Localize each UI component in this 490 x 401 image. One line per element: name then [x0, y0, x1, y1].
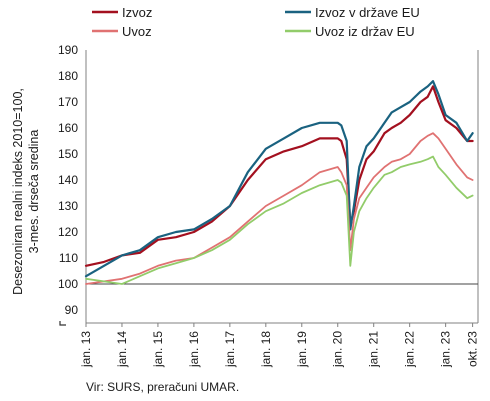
y-tick-label: 140 [58, 173, 78, 187]
axis-break-symbol [59, 321, 66, 326]
source-note: Vir: SURS, preračuni UMAR. [86, 380, 240, 394]
series-line [84, 85, 474, 267]
legend-label: Izvoz v države EU [315, 5, 420, 20]
x-tick-label: jan. 19 [295, 331, 309, 368]
y-tick-label: 150 [58, 147, 78, 161]
x-tick-label: jan. 21 [367, 331, 381, 368]
x-tick-label: jan. 22 [403, 331, 417, 368]
chart-grid [85, 50, 479, 324]
axis-break-mark [59, 321, 66, 326]
series-line [85, 132, 474, 285]
y-tick-label: 190 [58, 43, 78, 57]
y-tick-labels: 90 100 110 120 130 140 150 160 170 180 190 [58, 43, 78, 317]
x-tick-label: jan. 15 [151, 331, 165, 368]
y-tick-label: 130 [58, 199, 78, 213]
chart: Izvoz Izvoz v države EU Uvoz Uvoz iz držav … [11, 5, 480, 368]
x-tick-label: jan. 14 [115, 331, 129, 368]
x-tick-label: jan. 18 [259, 331, 273, 368]
x-tick-labels: jan. 13 jan. 14 jan. 15 jan. 16 jan. 17 jan. … [79, 323, 480, 368]
y-axis-title: Desezoniran realni indeks 2010=100, 3-mes… [11, 88, 41, 295]
y-tick-label: 110 [59, 251, 78, 265]
x-tick-label: jan. 13 [79, 331, 93, 368]
legend: Izvoz Izvoz v države EU Uvoz Uvoz iz držav … [92, 5, 420, 39]
x-tick-label: okt. 23 [466, 331, 480, 367]
y-tick-label: 90 [65, 303, 79, 317]
x-tick-label: jan. 17 [223, 331, 237, 368]
y-tick-label: 160 [58, 121, 78, 135]
x-tick-label: jan. 16 [187, 331, 201, 368]
y-axis-title-line: 3-mes. drseča sredina [27, 130, 41, 254]
y-tick-label: 100 [58, 277, 78, 291]
y-tick-label: 120 [58, 225, 78, 239]
y-tick-label: 170 [58, 95, 78, 109]
series-lines [84, 80, 474, 285]
x-tick-label: jan. 20 [331, 331, 345, 368]
legend-label: Uvoz iz držav EU [315, 24, 415, 39]
series-line [84, 80, 474, 278]
y-axis-title-line: Desezoniran realni indeks 2010=100, [11, 88, 25, 295]
series-line [85, 155, 474, 285]
legend-label: Uvoz [122, 24, 152, 39]
y-tick-label: 180 [58, 69, 78, 83]
legend-label: Izvoz [122, 5, 152, 20]
x-tick-label: jan. 23 [439, 331, 453, 368]
